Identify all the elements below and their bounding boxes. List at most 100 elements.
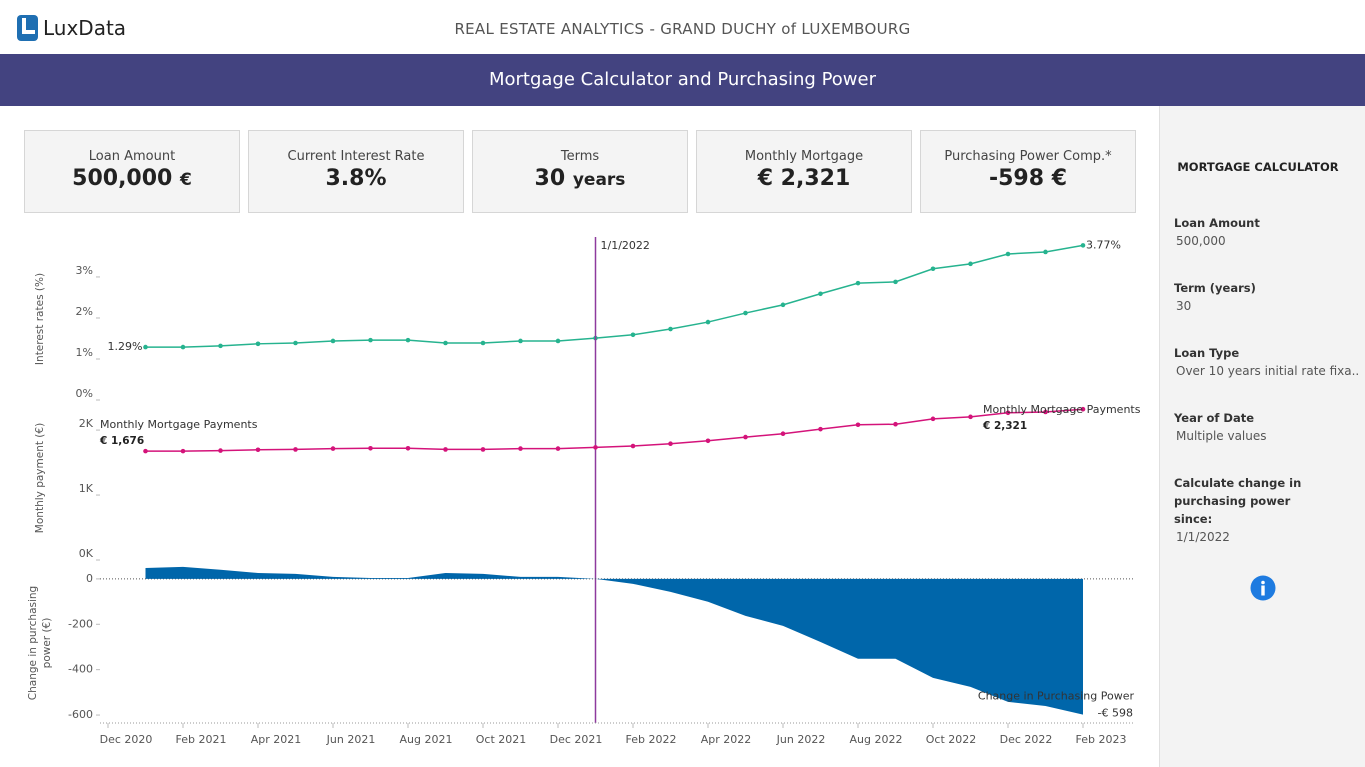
kpi-number: € 2,321 [757, 166, 851, 191]
kpi-card: Terms 30 years [472, 130, 688, 213]
y-tick-label: 2K [79, 417, 94, 430]
data-label: € 1,676 [99, 435, 144, 447]
y-tick-label: -400 [68, 663, 93, 676]
series-label: Change in Purchasing Power [978, 690, 1135, 703]
sidebar-field: Loan Type Over 10 years initial rate fixa… [1174, 344, 1359, 380]
point [180, 344, 186, 350]
field-label: Calculate change in purchasing power sin… [1174, 476, 1302, 526]
series-label: Monthly Mortgage Payments [983, 403, 1141, 416]
point [293, 447, 298, 452]
kpi-card: Current Interest Rate 3.8% [248, 130, 464, 213]
point [293, 340, 298, 346]
x-tick-label: Jun 2022 [776, 733, 826, 746]
point [1080, 243, 1086, 248]
y-tick-label: 0K [79, 547, 94, 560]
point [893, 279, 898, 285]
x-tick-label: Apr 2022 [701, 733, 752, 746]
x-tick-label: Feb 2022 [626, 733, 677, 746]
point [368, 337, 373, 343]
x-tick-label: Dec 2021 [550, 733, 603, 746]
point [1005, 410, 1011, 416]
point [855, 280, 861, 286]
logo: LuxData [16, 14, 126, 42]
point [705, 438, 711, 444]
kpi-number: 3.8% [325, 166, 387, 191]
data-label: 1.29% [108, 340, 143, 353]
kpi-unit: years [572, 170, 626, 190]
y-tick-label: 0 [86, 572, 93, 585]
x-tick-label: Aug 2022 [850, 733, 903, 746]
point [818, 291, 823, 297]
point [668, 441, 673, 447]
point [1043, 249, 1048, 255]
x-tick-label: Oct 2021 [476, 733, 527, 746]
point [255, 341, 261, 347]
point [255, 447, 261, 453]
x-tick-label: Dec 2020 [100, 733, 153, 746]
y-tick-label: 2% [76, 305, 93, 318]
field-value: 1/1/2022 [1176, 530, 1230, 544]
point [330, 446, 336, 451]
field-label: Year of Date [1174, 411, 1255, 425]
logo-text: LuxData [43, 16, 127, 40]
point [818, 426, 823, 432]
point [893, 421, 898, 427]
sidebar-field: Term (years) 30 [1174, 279, 1354, 315]
point [593, 445, 598, 450]
kpi-number: 500,000 [72, 166, 173, 191]
point [143, 344, 148, 350]
y-axis-title: Interest rates (%) [34, 272, 46, 366]
point [330, 338, 336, 344]
point [405, 337, 411, 343]
point [443, 447, 448, 452]
data-label: € 2,321 [982, 420, 1027, 432]
logo-icon [17, 15, 38, 41]
x-tick-label: Jun 2021 [326, 733, 376, 746]
y-tick-label: -200 [68, 617, 93, 630]
kpi-value: 30 years [473, 166, 687, 191]
kpi-label: Terms [560, 149, 600, 164]
point [555, 338, 561, 344]
line [145, 244, 1084, 348]
kpi-unit: € [180, 170, 192, 190]
x-tick-label: Aug 2021 [400, 733, 453, 746]
point [930, 266, 936, 272]
point [518, 446, 523, 451]
point [480, 447, 486, 452]
kpi-card: Purchasing Power Comp.* -598 € [920, 130, 1136, 213]
point [855, 422, 861, 428]
kpi-value: € 2,321 [697, 166, 911, 191]
point [630, 443, 636, 449]
chart: 0% 1% 2% 3% 1.29% 3.77% 1/1/2022 0K 1K 2K Monthly … [68, 237, 1141, 746]
series-label: Monthly Mortgage Payments [100, 418, 258, 431]
y-axis-title: Monthly payment (€) [34, 422, 46, 533]
point [968, 261, 973, 267]
x-tick-label: Apr 2021 [251, 733, 302, 746]
field-label: Term (years) [1174, 281, 1256, 295]
kpi-value: 3.8% [249, 166, 463, 191]
point [743, 310, 748, 316]
point [218, 343, 223, 349]
data-label: -€ 598 [1098, 707, 1133, 720]
kpi-card: Loan Amount 500,000 € [24, 130, 240, 213]
info-icon[interactable] [1250, 575, 1276, 601]
sidebar: MORTGAGE CALCULATOR Loan Amount 500,000 Te… [1159, 106, 1365, 767]
point [368, 445, 373, 451]
sidebar-field: Year of Date Multiple values [1174, 409, 1354, 445]
point [480, 340, 486, 346]
field-label: Loan Amount [1174, 216, 1260, 230]
point [405, 445, 411, 451]
kpi-value: -598 € [921, 166, 1135, 191]
kpi-label: Monthly Mortgage [744, 149, 864, 164]
field-value: 500,000 [1176, 234, 1226, 248]
line [145, 408, 1084, 452]
point [218, 448, 223, 453]
banner: Mortgage Calculator and Purchasing Power [0, 54, 1365, 106]
point [518, 338, 523, 344]
x-tick-label: Feb 2023 [1076, 733, 1127, 746]
header-title: REAL ESTATE ANALYTICS - GRAND DUCHY of L… [454, 20, 911, 38]
sidebar-fields: Loan Amount 500,000 Term (years) 30 Loan Typ… [1160, 214, 1365, 546]
kpi-label: Loan Amount [88, 149, 176, 164]
reference-label: 1/1/2022 [601, 239, 650, 252]
